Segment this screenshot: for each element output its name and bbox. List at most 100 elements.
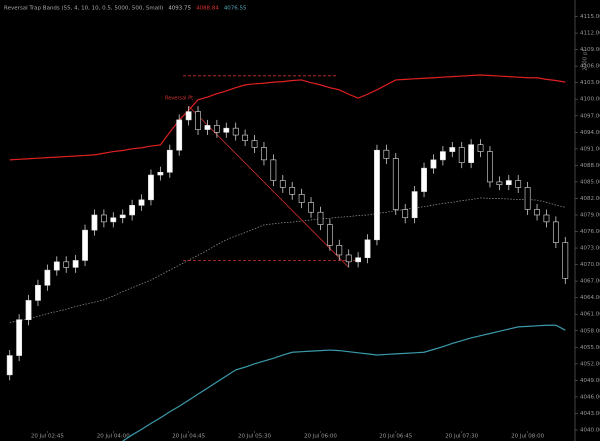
candle-body (148, 174, 154, 201)
candle-body (374, 149, 380, 241)
candle-body (345, 254, 352, 263)
x-tick-label: 20 Jul 06:45 (379, 434, 412, 440)
candle-body (176, 119, 183, 151)
candle-body (468, 144, 475, 163)
y-tick-label: 4106.00 (580, 64, 600, 70)
candle-body (242, 134, 249, 141)
candle-body (458, 147, 465, 163)
candle-body (402, 209, 409, 219)
y-tick-label: 4088.00 (580, 163, 600, 169)
y-tick-label: 4055.00 (580, 345, 600, 351)
candle-body (82, 229, 88, 261)
candle-body (289, 187, 296, 195)
candle-body (261, 147, 267, 161)
y-tick-label: 4085.00 (580, 179, 600, 185)
y-tick-label: 4064.00 (580, 295, 600, 301)
y-tick-label: 4046.00 (580, 394, 600, 400)
candle-body (336, 245, 343, 256)
candle-body (298, 194, 305, 203)
x-tick-label: 20 Jul 08:00 (511, 434, 544, 440)
candle-body (543, 214, 550, 223)
candle-body (496, 181, 503, 185)
band-line (9, 197, 566, 323)
candle-body (317, 211, 324, 225)
y-tick-label: 4103.00 (580, 80, 600, 86)
readout: 4076.55 (224, 6, 247, 12)
candle-body (91, 214, 98, 231)
annotation: Reversal Pt (165, 96, 193, 102)
candle-body (449, 147, 456, 152)
y-tick-label: 4115.00 (580, 14, 600, 20)
y-tick-label: 4094.00 (580, 130, 600, 136)
y-tick-label: 4043.00 (580, 411, 600, 417)
candle-body (383, 149, 390, 159)
x-tick-label: 20 Jul 06:00 (304, 434, 337, 440)
candle-body (195, 111, 201, 130)
candle-body (185, 111, 192, 121)
candle-body (44, 269, 51, 286)
candle-body (251, 140, 258, 148)
candle-body (157, 171, 164, 176)
band-line (122, 324, 566, 441)
candle-body (72, 260, 79, 268)
candle-body (524, 187, 531, 210)
y-tick-label: 4070.00 (580, 262, 600, 268)
x-tick-label: 20 Jul 04:00 (97, 434, 130, 440)
candle-body (63, 261, 70, 268)
candle-body (505, 180, 512, 185)
candle-body (138, 199, 145, 206)
y-tick-label: 4040.00 (580, 427, 600, 433)
candle-body (364, 239, 371, 259)
candle-body (355, 257, 362, 263)
y-tick-label: 4073.00 (580, 246, 600, 252)
candle-body (223, 127, 230, 133)
y-tick-label: 4109.00 (580, 47, 600, 53)
x-tick-label: 20 Jul 05:30 (238, 434, 271, 440)
y-tick-label: 4097.00 (580, 113, 600, 119)
candle-body (552, 221, 559, 243)
y-tick-label: 4091.00 (580, 146, 600, 152)
y-tick-label: 4112.00 (580, 31, 600, 37)
candle-body (213, 125, 220, 133)
candle-body (100, 214, 107, 223)
chart-title: Reversal Trap Bands (55, 4, 10, 10, 0.5,… (4, 6, 163, 12)
trend-line (188, 105, 349, 268)
readout: 4093.75 (168, 6, 191, 12)
candle-body (411, 191, 418, 219)
x-tick-label: 20 Jul 04:45 (172, 434, 205, 440)
candle-body (430, 159, 437, 169)
candle-body (6, 355, 13, 376)
candle-body (166, 149, 173, 173)
candle-body (326, 224, 333, 246)
candle-body (515, 180, 522, 188)
y-tick-label: 4079.00 (580, 212, 600, 218)
candle-body (16, 319, 23, 356)
candle-body (25, 300, 32, 321)
candle-body (534, 209, 540, 216)
x-tick-label: 20 Jul 02:45 (31, 434, 64, 440)
y-tick-label: 4058.00 (580, 328, 600, 334)
candle-body (119, 214, 126, 219)
y-tick-label: 4100.00 (580, 97, 600, 103)
candle-body (439, 151, 446, 161)
candle-body (308, 202, 314, 213)
candle-body (477, 144, 484, 152)
y-tick-label: 4076.00 (580, 229, 600, 235)
candle-body (562, 242, 569, 279)
y-tick-label: 4067.00 (580, 279, 600, 285)
candle-body (35, 284, 41, 301)
candle-body (110, 217, 117, 223)
x-tick-label: 20 Jul 07:30 (445, 434, 478, 440)
y-tick-label: 4082.00 (580, 196, 600, 202)
band-line (9, 74, 566, 161)
candle-body (232, 127, 239, 136)
candle-body (53, 261, 60, 271)
y-tick-label: 4052.00 (580, 361, 600, 367)
candle-body (204, 125, 211, 130)
candle-body (129, 205, 136, 216)
y-tick-label: 4049.00 (580, 378, 600, 384)
y-tick-label: 4061.00 (580, 312, 600, 318)
candle-body (421, 167, 427, 192)
